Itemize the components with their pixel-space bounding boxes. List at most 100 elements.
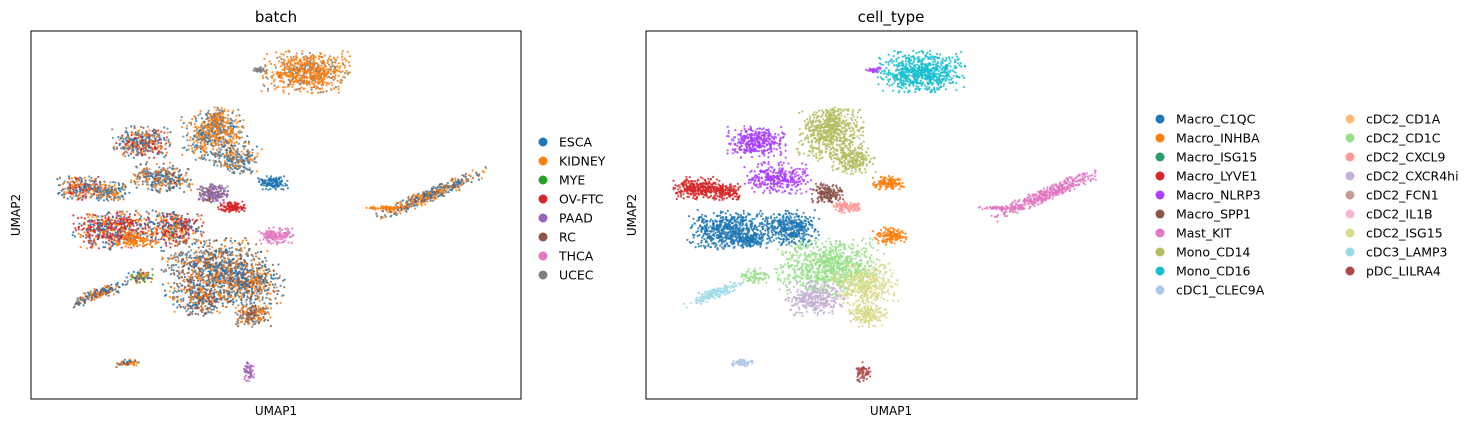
umap-point — [145, 130, 148, 133]
umap-point — [89, 196, 92, 199]
umap-point — [115, 146, 119, 149]
umap-point — [154, 148, 157, 151]
umap-point — [121, 211, 124, 214]
umap-point — [315, 69, 318, 72]
umap-point — [208, 137, 212, 141]
umap-point — [72, 222, 75, 225]
umap-point — [174, 221, 177, 224]
umap-point — [57, 184, 61, 187]
umap-point — [123, 224, 127, 228]
umap-point — [218, 139, 221, 142]
umap-point — [185, 238, 188, 241]
umap-point — [93, 219, 96, 222]
umap-point — [286, 85, 289, 88]
umap-point — [75, 184, 78, 187]
umap-point — [181, 153, 184, 156]
umap-point — [302, 70, 305, 73]
umap-point — [204, 113, 207, 116]
umap-point — [262, 83, 265, 86]
umap-point — [137, 227, 140, 230]
umap-point — [405, 210, 408, 213]
umap-point — [215, 136, 218, 139]
umap-point — [170, 167, 173, 170]
umap-point — [235, 166, 238, 169]
umap-point — [200, 186, 203, 189]
umap-point — [269, 242, 272, 245]
umap-point — [113, 145, 116, 148]
umap-point — [328, 75, 331, 78]
umap-point — [126, 140, 129, 143]
umap-point — [152, 180, 156, 184]
umap-point — [337, 74, 340, 77]
umap-point — [122, 218, 125, 221]
umap-point — [90, 192, 93, 196]
umap-point — [146, 180, 149, 184]
umap-point — [480, 177, 483, 180]
umap-point — [108, 192, 111, 195]
umap-point — [189, 136, 192, 139]
umap-point — [64, 192, 67, 195]
umap-point — [208, 191, 211, 194]
umap-point — [66, 197, 69, 200]
panel-batch: batch UMAP1 UMAP2 ESCAKIDNEYMYEOV-FTCPAA… — [9, 8, 606, 418]
umap-point — [229, 140, 232, 143]
umap-point — [230, 151, 233, 154]
umap-point — [299, 79, 302, 83]
umap-point — [230, 202, 233, 205]
umap-point — [81, 198, 84, 201]
umap-point — [172, 179, 176, 182]
umap-point — [110, 188, 113, 191]
umap-point — [178, 224, 181, 227]
umap-point — [208, 159, 211, 162]
umap-point — [157, 169, 160, 172]
umap-point — [273, 236, 276, 239]
umap-point — [97, 247, 100, 250]
umap-point — [323, 54, 326, 57]
umap-point — [199, 230, 202, 233]
umap-point — [160, 230, 163, 233]
umap-point — [133, 133, 136, 136]
umap-point — [477, 178, 481, 181]
umap-point — [256, 67, 259, 70]
umap-point — [242, 204, 245, 207]
umap-point — [79, 235, 82, 238]
umap-point — [68, 183, 71, 186]
umap-point — [297, 62, 300, 65]
umap-point — [249, 172, 252, 175]
umap-point — [143, 237, 146, 241]
umap-point — [163, 228, 166, 231]
umap-point — [74, 177, 78, 180]
umap-point — [181, 126, 184, 129]
umap-point — [177, 243, 180, 246]
umap-point — [197, 226, 200, 229]
umap-point — [325, 90, 328, 93]
umap-point — [279, 77, 282, 80]
umap-point — [221, 152, 224, 156]
umap-point — [220, 184, 223, 187]
umap-point — [137, 220, 140, 223]
umap-point — [154, 235, 157, 238]
umap-point — [280, 71, 283, 74]
umap-point — [434, 191, 437, 194]
umap-point — [124, 145, 127, 148]
umap-point — [142, 176, 146, 179]
umap-point — [123, 238, 126, 241]
umap-point — [136, 140, 139, 144]
umap-point — [135, 186, 138, 189]
umap-point — [450, 189, 453, 192]
umap-point — [164, 174, 168, 177]
umap-point — [138, 244, 141, 247]
umap-point — [248, 150, 251, 153]
umap-point — [162, 136, 165, 139]
umap-point — [184, 174, 187, 177]
umap-point — [408, 206, 411, 209]
umap-point — [101, 194, 104, 197]
umap-point — [151, 221, 154, 224]
umap-point — [135, 218, 139, 221]
umap-point — [72, 231, 75, 234]
umap-point — [202, 120, 205, 123]
umap-point — [133, 213, 136, 217]
umap-point — [470, 180, 473, 184]
umap-point — [165, 244, 168, 247]
umap-point — [101, 227, 104, 230]
